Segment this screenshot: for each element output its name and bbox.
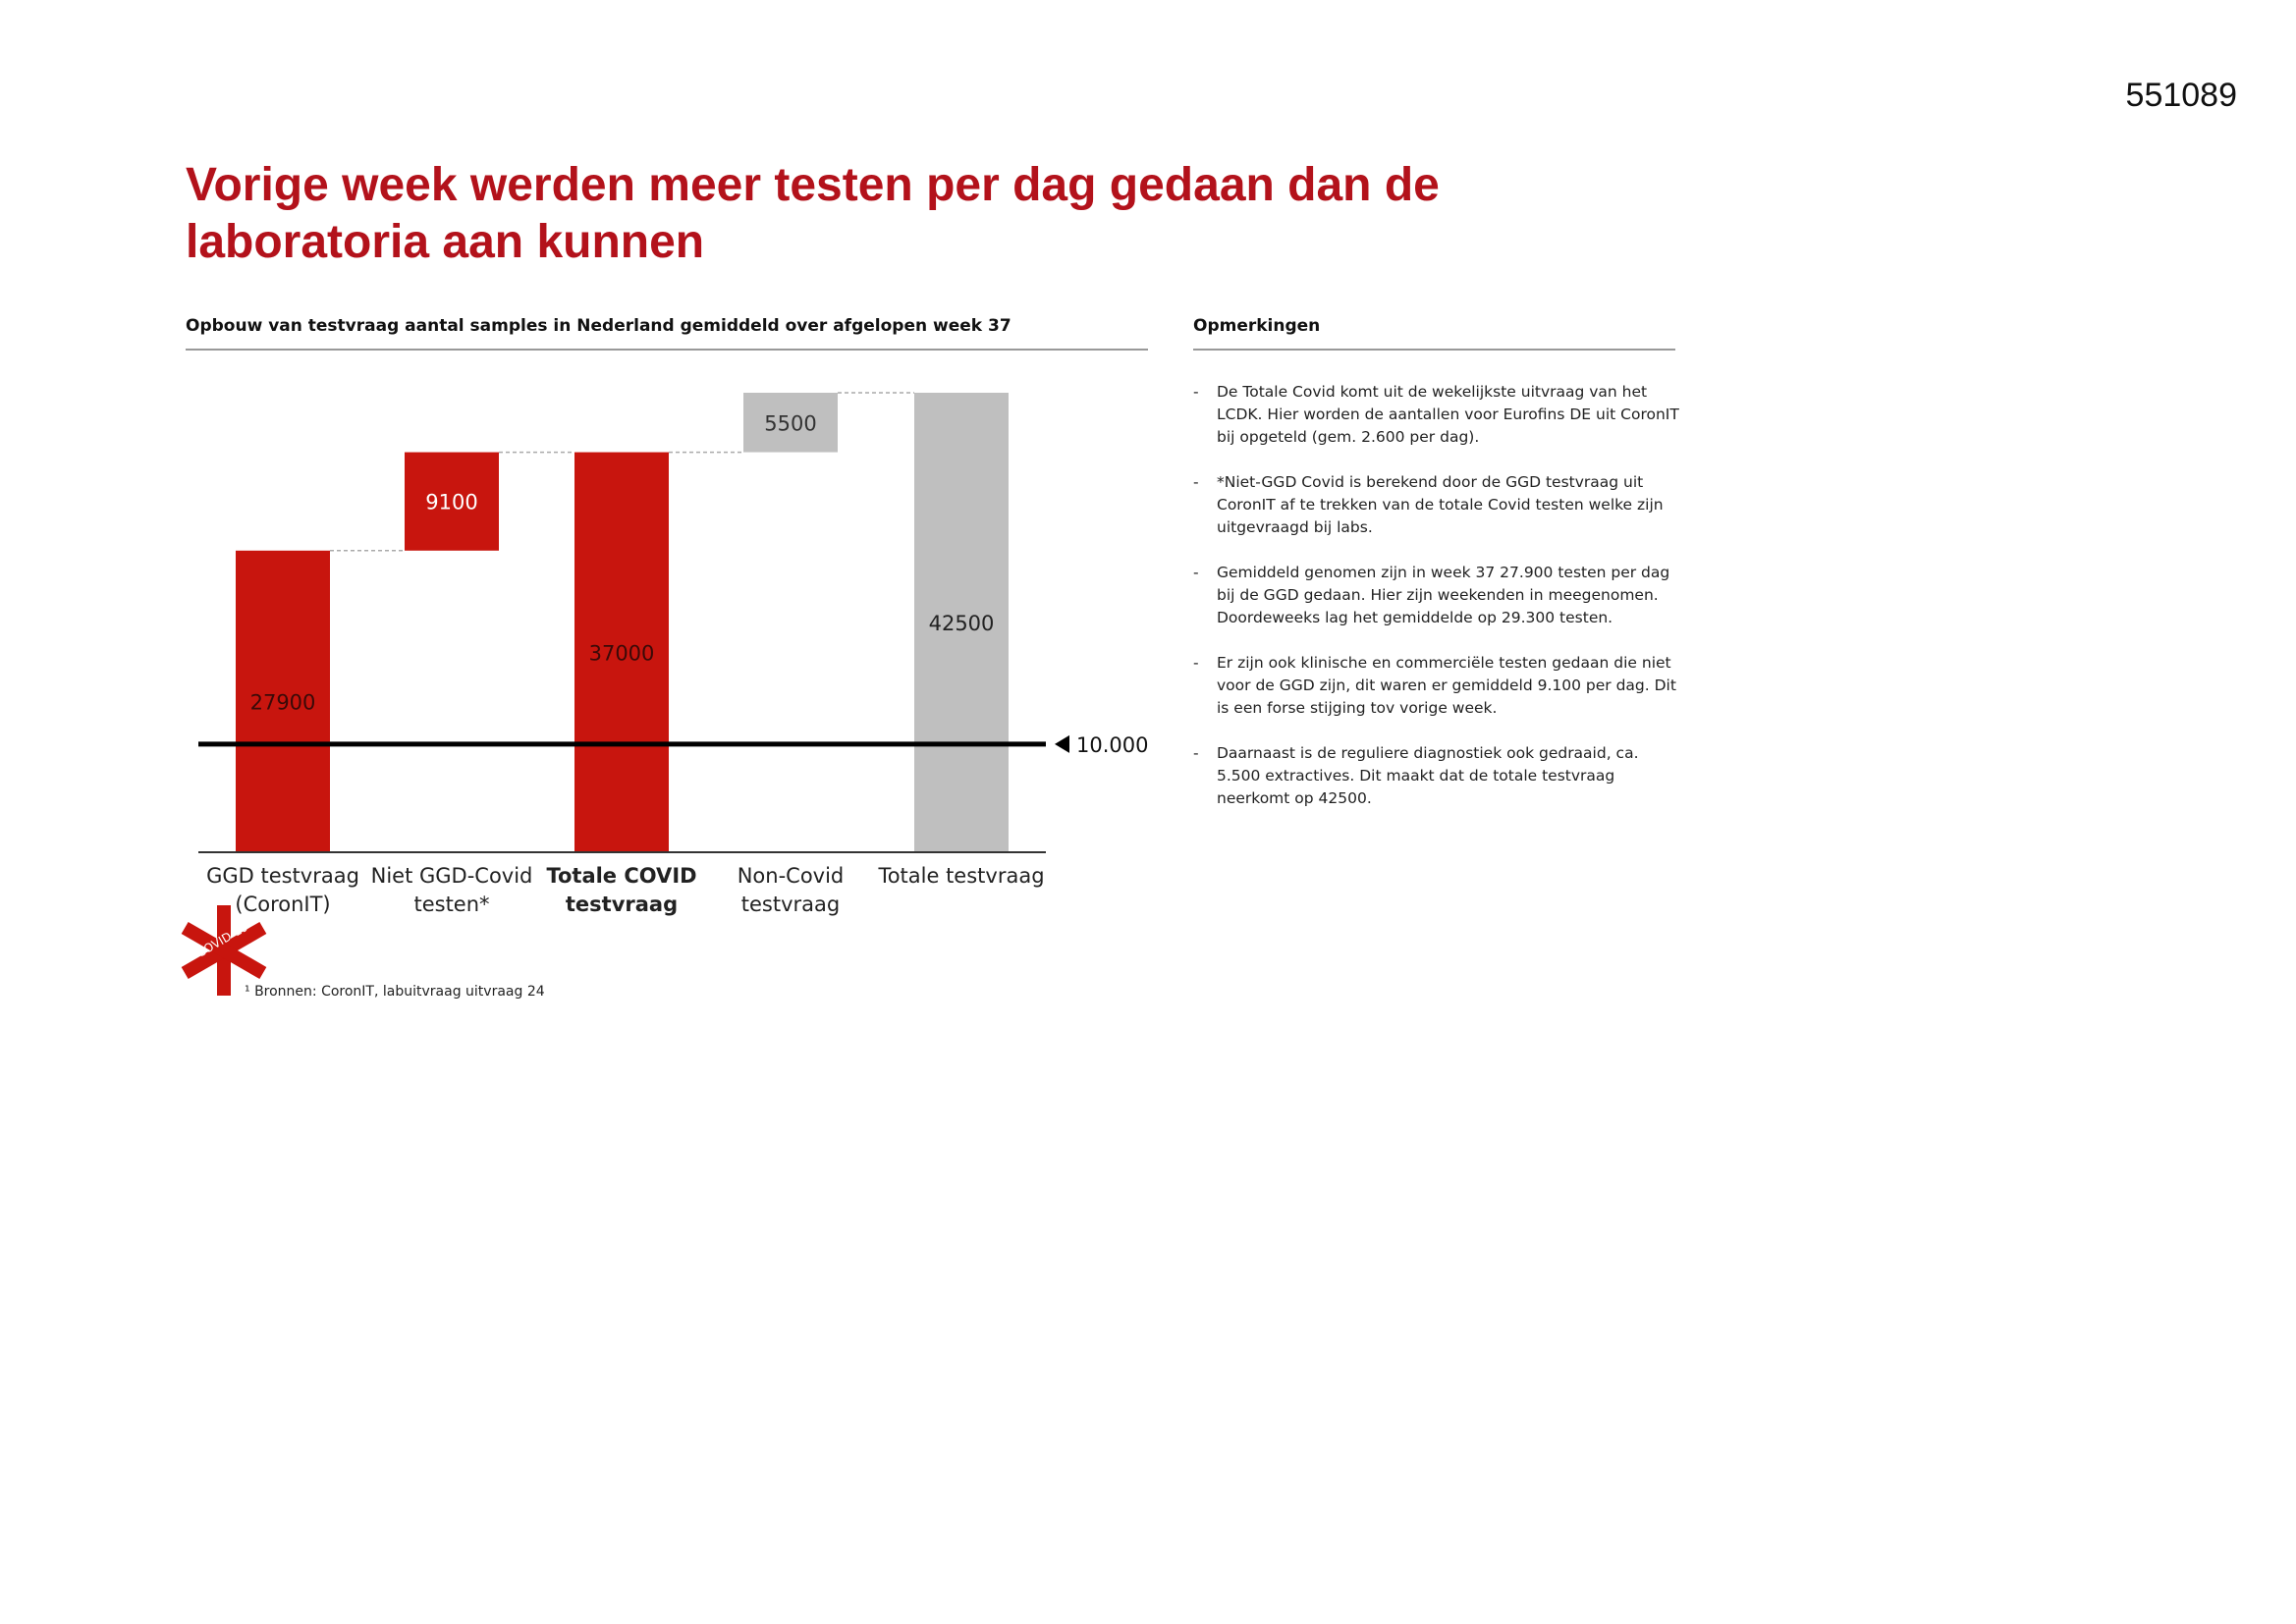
x-tick-label: GGD testvraag (CoronIT) bbox=[206, 864, 359, 916]
value-label: 27900 bbox=[250, 690, 316, 714]
value-label: 37000 bbox=[589, 641, 655, 665]
reference-arrow bbox=[1055, 734, 1069, 753]
bullet: - bbox=[1193, 383, 1199, 401]
value-label: 42500 bbox=[929, 612, 995, 635]
bullet: - bbox=[1193, 473, 1199, 491]
note-item: - Er zijn ook klinische en commerciële te… bbox=[1193, 652, 1684, 720]
chart-title: Opbouw van testvraag aantal samples in N… bbox=[186, 316, 1011, 336]
notes-list: - De Totale Covid komt uit de wekelijkste… bbox=[1193, 381, 1684, 833]
x-tick-label: Niet GGD-Covid testen* bbox=[370, 864, 533, 916]
note-text: *Niet-GGD Covid is berekend door de GGD … bbox=[1217, 473, 1664, 536]
note-text: Er zijn ook klinische en commerciële tes… bbox=[1217, 654, 1676, 717]
bar bbox=[405, 452, 499, 551]
bar bbox=[914, 393, 1009, 852]
x-tick-label: Totale testvraag bbox=[878, 864, 1045, 888]
note-item: - *Niet-GGD Covid is berekend door de GGD… bbox=[1193, 471, 1684, 539]
footnote: ¹ Bronnen: CoronIT, labuitvraag uitvraag… bbox=[245, 984, 545, 1000]
page-number: 551089 bbox=[2125, 77, 2237, 114]
value-label: 5500 bbox=[764, 411, 816, 435]
note-text: Daarnaast is de reguliere diagnostiek oo… bbox=[1217, 744, 1639, 807]
bar bbox=[743, 393, 838, 453]
x-tick-label: Totale COVID testvraag bbox=[546, 864, 697, 916]
note-text: De Totale Covid komt uit de wekelijkste … bbox=[1217, 383, 1679, 446]
bullet: - bbox=[1193, 744, 1199, 762]
covid-logo: COVID-19 bbox=[181, 905, 267, 996]
bar bbox=[574, 452, 669, 852]
divider bbox=[1193, 349, 1675, 351]
bullet: - bbox=[1193, 564, 1199, 581]
bar bbox=[236, 550, 330, 852]
x-tick-label: Non-Covid testvraag bbox=[737, 864, 845, 916]
note-item: - Daarnaast is de reguliere diagnostiek o… bbox=[1193, 742, 1684, 810]
note-item: - Gemiddeld genomen zijn in week 37 27.90… bbox=[1193, 562, 1684, 629]
value-label: 9100 bbox=[425, 491, 477, 514]
reference-label: 10.000 bbox=[1076, 733, 1148, 757]
logo-shape bbox=[181, 921, 267, 980]
divider bbox=[186, 349, 1148, 351]
page-title: Vorige week werden meer testen per dag g… bbox=[186, 159, 1440, 268]
note-text: Gemiddeld genomen zijn in week 37 27.900… bbox=[1217, 564, 1670, 626]
note-item: - De Totale Covid komt uit de wekelijkste… bbox=[1193, 381, 1684, 449]
bullet: - bbox=[1193, 654, 1199, 672]
notes-title: Opmerkingen bbox=[1193, 316, 1321, 336]
